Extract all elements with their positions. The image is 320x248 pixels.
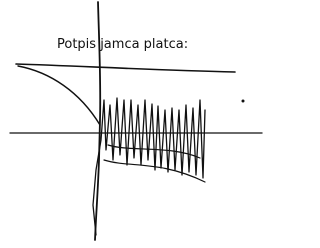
- signature-field: Potpis jamca platca:: [0, 0, 267, 248]
- field-label: Potpis jamca platca:: [57, 37, 188, 52]
- page: {"document": {"label": "Potpis jamca pla…: [0, 0, 267, 248]
